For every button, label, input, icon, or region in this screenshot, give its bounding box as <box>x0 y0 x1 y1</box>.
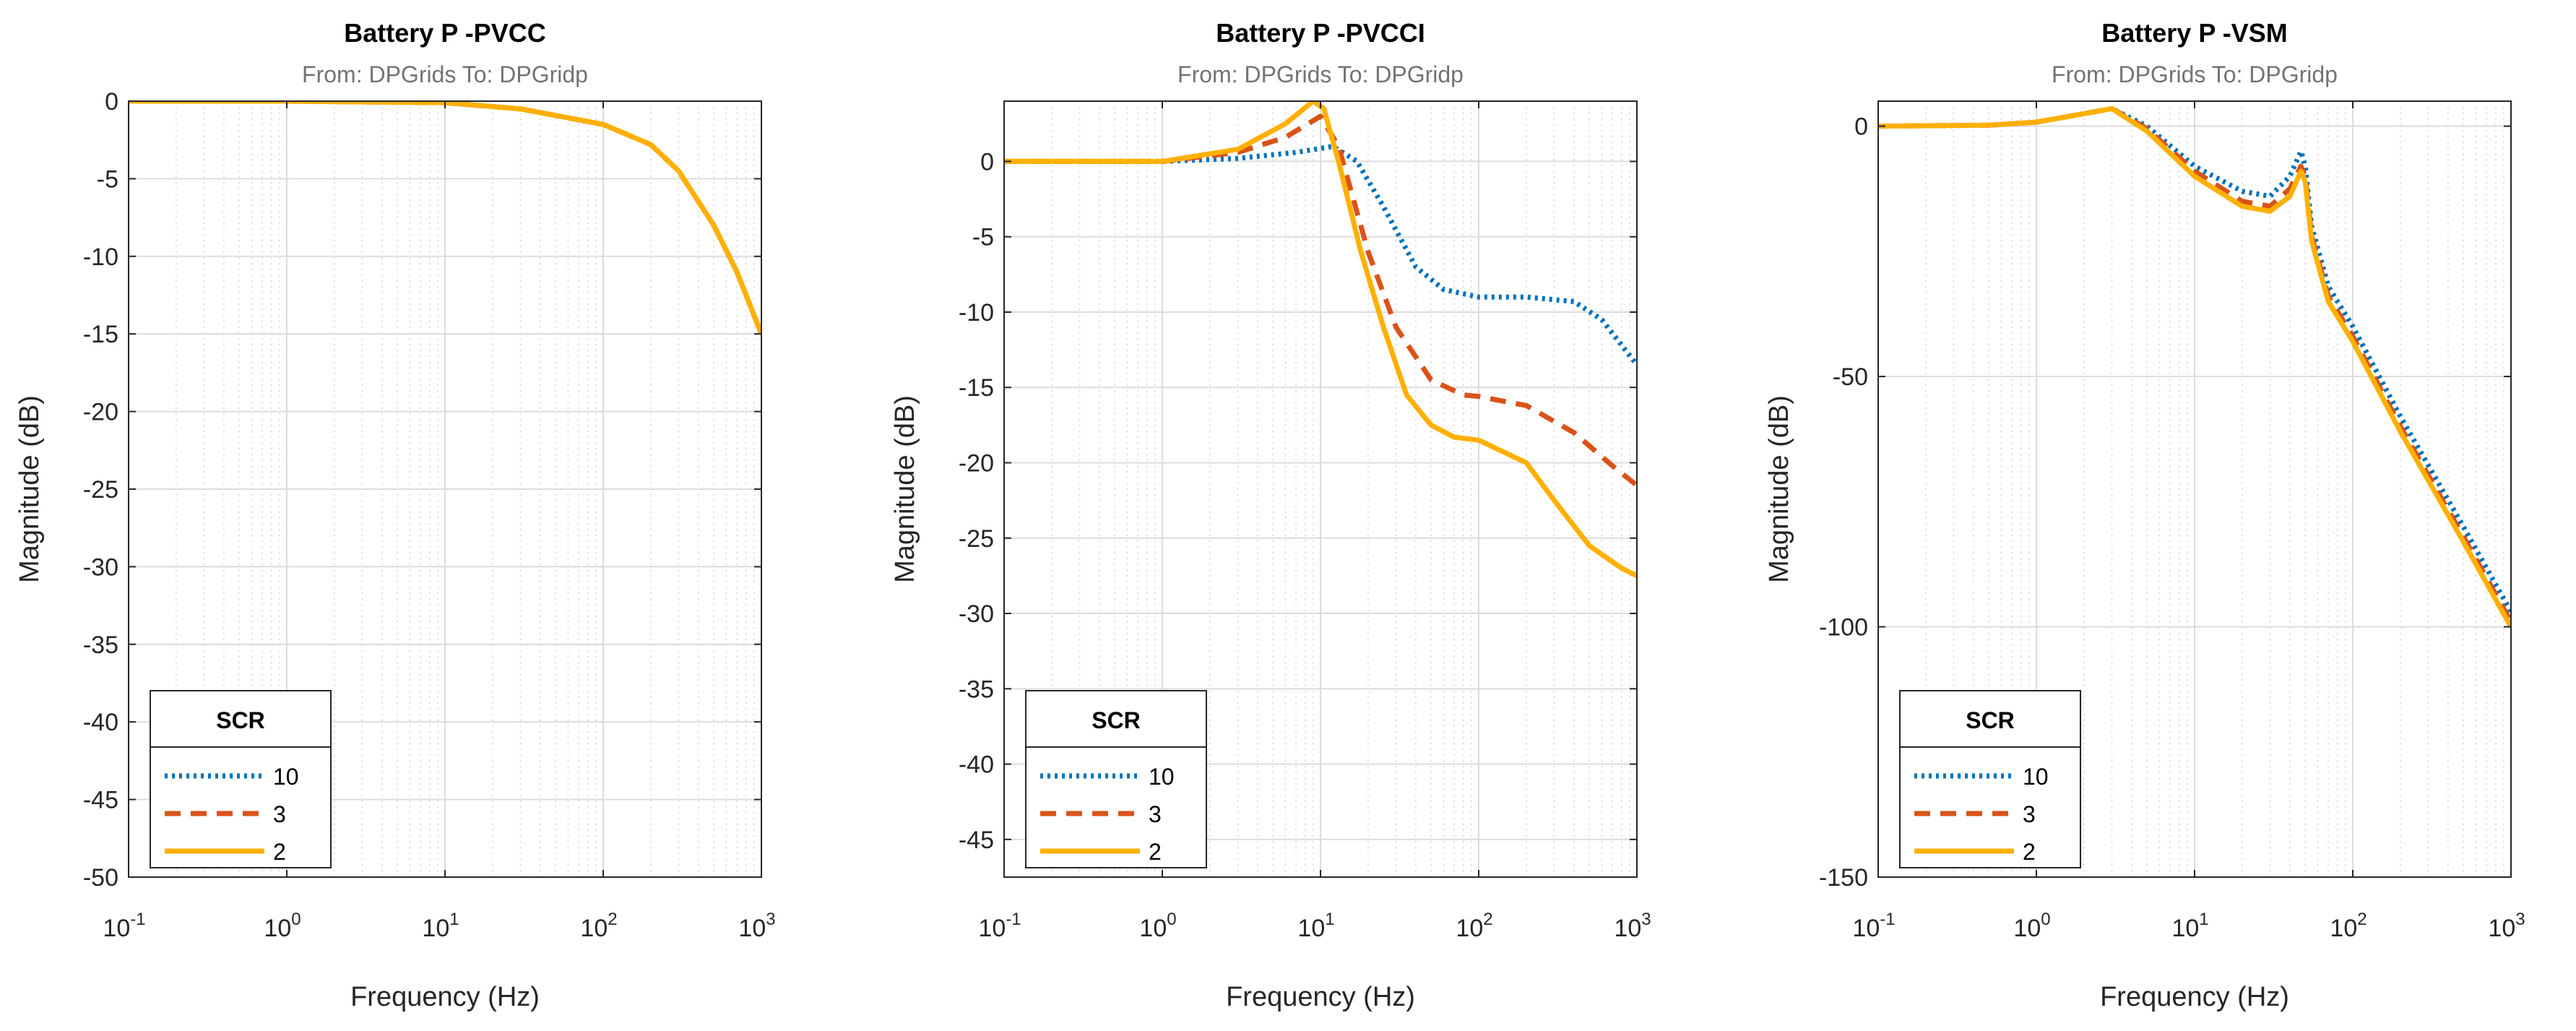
y-tick-label: 0 <box>980 148 994 176</box>
y-tick-label: -5 <box>97 165 118 193</box>
x-tick-label: 100 <box>264 910 301 942</box>
y-tick-label: 0 <box>1854 113 1868 141</box>
legend-title: SCR <box>1092 707 1141 733</box>
x-axis-label: Frequency (Hz) <box>350 982 540 1012</box>
y-tick-label: -50 <box>1833 363 1868 391</box>
legend-label-scr-2: 2 <box>2023 839 2036 865</box>
x-tick-label: 10-1 <box>978 910 1021 942</box>
series-line-scr-10 <box>1004 144 1637 367</box>
legend-box <box>150 690 332 868</box>
y-tick-label: -35 <box>959 676 994 703</box>
y-axis-label: Magnitude (dB) <box>890 395 920 583</box>
y-tick-label: -40 <box>83 709 118 736</box>
y-axis-label: Magnitude (dB) <box>1764 395 1794 583</box>
x-tick-label: 100 <box>1139 910 1176 942</box>
y-tick-label: -5 <box>972 224 994 251</box>
chart-subtitle: From: DPGrids To: DPGridp <box>302 61 588 87</box>
y-tick-label: -30 <box>83 553 118 581</box>
x-tick-label: 103 <box>2488 910 2525 942</box>
x-tick-label: 10-1 <box>103 910 145 942</box>
chart-subtitle: From: DPGrids To: DPGridp <box>1177 61 1464 87</box>
y-tick-label: -150 <box>1819 864 1868 892</box>
y-tick-label: -20 <box>83 399 118 426</box>
chart-title: Battery P -PVCCI <box>1216 18 1425 48</box>
x-axis-label: Frequency (Hz) <box>1226 982 1415 1012</box>
chart-title: Battery P -VSM <box>2101 18 2287 48</box>
x-tick-label: 101 <box>2171 910 2208 942</box>
x-tick-label: 103 <box>1614 910 1651 942</box>
y-tick-label: -50 <box>83 864 118 892</box>
legend-label-scr-10: 10 <box>2023 764 2049 790</box>
series-line-scr-2 <box>129 101 761 335</box>
y-tick-label: -20 <box>959 450 994 478</box>
chart-subtitle: From: DPGrids To: DPGridp <box>2052 61 2338 87</box>
x-tick-label: 101 <box>422 910 459 942</box>
y-tick-label: -15 <box>959 374 994 402</box>
y-tick-label: -25 <box>83 476 118 504</box>
x-tick-label: 102 <box>2330 910 2367 942</box>
legend-label-scr-3: 3 <box>1149 801 1162 827</box>
y-tick-label: -100 <box>1819 614 1868 642</box>
y-tick-label: -10 <box>83 243 118 271</box>
legend-label-scr-2: 2 <box>1149 839 1162 865</box>
legend-title: SCR <box>216 707 265 733</box>
x-axis-label: Frequency (Hz) <box>2100 982 2289 1012</box>
y-tick-label: -10 <box>959 299 994 327</box>
legend: SCR 10 3 2 <box>1025 690 1207 868</box>
legend-label-scr-3: 3 <box>273 801 286 827</box>
y-tick-label: -15 <box>83 321 118 348</box>
y-axis-label: Magnitude (dB) <box>14 395 45 583</box>
y-tick-label: -25 <box>959 525 994 553</box>
x-tick-label: 100 <box>2013 910 2050 942</box>
legend-label-scr-3: 3 <box>2023 801 2036 827</box>
series-line-scr-2 <box>1878 105 2511 629</box>
series-line-scr-3 <box>1004 113 1637 488</box>
legend-box <box>1025 690 1207 868</box>
x-tick-label: 103 <box>738 910 775 942</box>
legend-label-scr-10: 10 <box>1149 764 1175 790</box>
x-tick-label: 102 <box>1456 910 1492 942</box>
legend: SCR 10 3 2 <box>1899 690 2081 868</box>
y-tick-label: -35 <box>83 631 118 659</box>
y-tick-label: -45 <box>83 787 118 814</box>
y-tick-label: -30 <box>959 600 994 628</box>
y-tick-label: -45 <box>959 827 994 854</box>
y-tick-label: -40 <box>959 751 994 779</box>
legend: SCR 10 3 2 <box>150 690 332 868</box>
x-tick-label: 10-1 <box>1852 910 1895 942</box>
x-tick-label: 102 <box>580 910 617 942</box>
series-line-scr-2 <box>1004 101 1637 579</box>
x-tick-label: 101 <box>1297 910 1334 942</box>
chart-title: Battery P -PVCC <box>344 18 545 48</box>
y-tick-label: 0 <box>105 88 118 116</box>
legend-label-scr-2: 2 <box>273 839 286 865</box>
legend-title: SCR <box>1966 707 2015 733</box>
legend-box <box>1899 690 2081 868</box>
legend-label-scr-10: 10 <box>273 764 299 790</box>
